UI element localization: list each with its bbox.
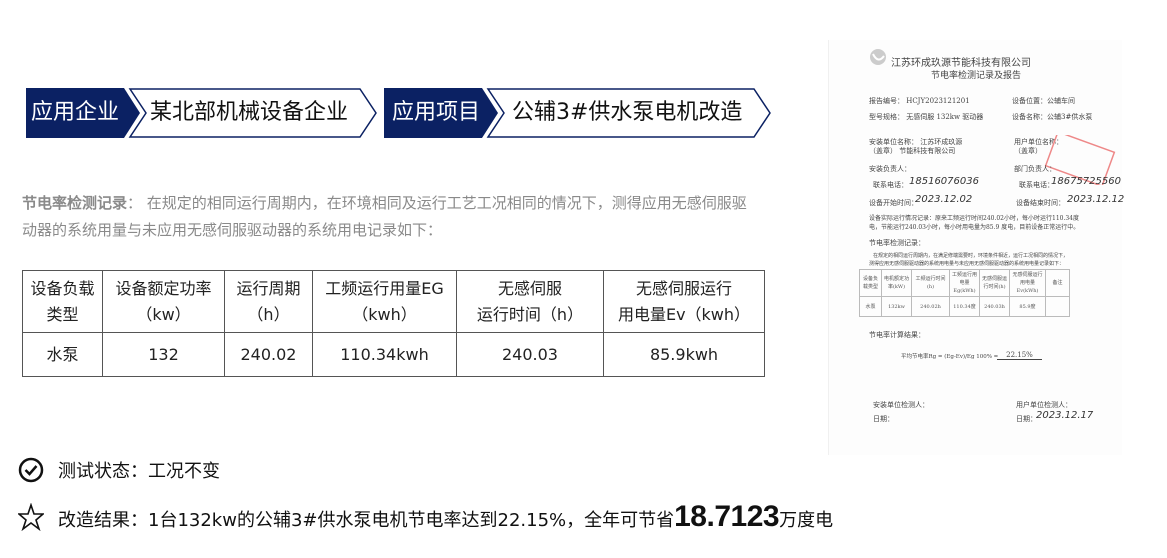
company-label: 应用企业 [31, 100, 120, 125]
doc-field: 日期： [873, 415, 894, 423]
doc-field: 设备开始时间： [869, 199, 918, 207]
doc-field: 联系电话： [873, 181, 908, 189]
banner-shape [26, 88, 377, 138]
intro-text: ： 在规定的相同运行周期内，在环境相同及运行工艺工况相同的情况下，测得应用无感伺… [22, 194, 747, 239]
doc-field: 在规定的相同运行周期内，在满足修端需要时，环境条件相近，运行工况相同的情况下， [873, 253, 1069, 259]
doc-field: （盖章） [1014, 147, 1042, 155]
table-cell: 110.34kwh [312, 332, 457, 377]
doc-field: 设备名称：公辅3#供水泵 [1012, 113, 1093, 121]
doc-field: 电，节能运行240.03小时，每小时用电量为85.9 度电，目前设备正常运行中。 [869, 224, 1080, 231]
doc-field: 安装单位检测人： [873, 401, 929, 409]
project-value: 公辅3#供水泵电机改造 [512, 100, 743, 125]
doc-field: 节电率检测记录： [869, 239, 925, 247]
doc-field: 联系电话： [1019, 181, 1054, 189]
table-row: 水泵 132 240.02 110.34kwh 240.03 85.9kwh [22, 332, 765, 377]
doc-field: 节电率计算结果： [869, 331, 925, 339]
savings-number: 18.7123 [674, 500, 780, 533]
project-label: 应用项目 [392, 100, 481, 125]
doc-field: 安装负责人： [869, 165, 911, 173]
doc-table: 设备负载类型 电机额定功率(kW) 工频运行时间(h) 工频运行用电量Eg(kWh) 无… [859, 269, 1070, 317]
doc-field: 测得应用无感伺服驱动器的系统用电量与未应用无感伺服驱动器的系统用电量记录如下： [869, 261, 1065, 267]
header-cell: 无感伺服 运行时间（h） [456, 270, 604, 333]
doc-formula: 平均节电率Rg = (Eg-Ev)/Eg 100% = [901, 354, 999, 360]
header-cell: 工频运行用量EG （kwh） [312, 270, 457, 333]
table-cell: 132 [102, 332, 225, 377]
doc-company: 江苏环成玖源节能科技有限公司 [891, 58, 1031, 69]
doc-field: 部门负责人： [1014, 165, 1056, 173]
project-banner: 应用项目 公辅3#供水泵电机改造 [384, 88, 774, 138]
intro-paragraph: 节电率检测记录： 在规定的相同运行周期内，在环境相同及运行工艺工况相同的情况下，… [22, 190, 752, 244]
doc-title: 节电率检测记录及报告 [931, 71, 1022, 81]
banner-shape [384, 88, 771, 138]
doc-field: 设备结束时间： [1016, 199, 1065, 207]
energy-table: 设备负载 类型 设备额定功率 （kw） 运行周期 （h） 工频运行用量EG （kwh） … [22, 270, 765, 377]
header-cell: 设备负载 类型 [22, 270, 103, 333]
table-cell: 水泵 [22, 332, 103, 377]
result-text: 改造结果：1台132kw的公辅3#供水泵电机节电率达到22.15%，全年可节省 [58, 510, 675, 531]
doc-handwriting: 2023.12.12 [1067, 194, 1125, 205]
table-cell: 240.02 [224, 332, 313, 377]
doc-field: 设备实际运行情况记录：原来工频运行时间240.02小时，每小时运行110.34度 [869, 215, 1079, 222]
red-seal-stamp [1044, 135, 1116, 185]
status-text: 测试状态：工况不变 [58, 461, 220, 482]
company-logo-icon [870, 49, 886, 65]
doc-handwriting: 18675725560 [1051, 176, 1121, 187]
check-circle-icon [18, 457, 44, 483]
doc-field: 设备位置：公辅车间 [1012, 97, 1075, 105]
star-outline-icon [18, 503, 44, 531]
test-status: 测试状态：工况不变 [18, 457, 220, 483]
doc-field: 报告编号： HCJY2023121201 [869, 97, 970, 105]
doc-formula-result: 22.15% [997, 351, 1042, 360]
doc-field: （盖章） 节能科技有限公司 [869, 147, 956, 155]
retrofit-result: 改造结果：1台132kw的公辅3#供水泵电机节电率达到22.15%，全年可节省1… [18, 500, 833, 534]
company-value: 某北部机械设备企业 [150, 100, 349, 125]
intro-heading: 节电率检测记录 [22, 194, 128, 212]
doc-handwriting: 18516076036 [909, 176, 979, 187]
doc-field: 用户单位名称： [1014, 138, 1063, 146]
header-cell: 运行周期 （h） [224, 270, 313, 333]
report-document-image: 江苏环成玖源节能科技有限公司 节电率检测记录及报告 报告编号： HCJY2023… [828, 40, 1125, 455]
result-unit: 万度电 [779, 510, 834, 531]
header-cell: 无感伺服运行 用电量Ev（kwh） [603, 270, 765, 333]
header-cell: 设备额定功率 （kw） [102, 270, 225, 333]
table-cell: 240.03 [456, 332, 604, 377]
table-header-row: 设备负载 类型 设备额定功率 （kw） 运行周期 （h） 工频运行用量EG （kwh） … [22, 270, 765, 333]
doc-field: 用户单位检测人： [1016, 401, 1072, 409]
doc-handwriting: 2023.12.02 [915, 194, 973, 205]
doc-field: 型号规格： 无感伺服 132kw 驱动器 [869, 113, 984, 121]
doc-field: 安装单位名称： 江苏环成玖源 [869, 138, 963, 146]
doc-field: 日期： [1016, 415, 1037, 423]
doc-handwriting: 2023.12.17 [1036, 410, 1094, 421]
company-banner: 应用企业 某北部机械设备企业 [26, 88, 378, 138]
table-cell: 85.9kwh [603, 332, 765, 377]
